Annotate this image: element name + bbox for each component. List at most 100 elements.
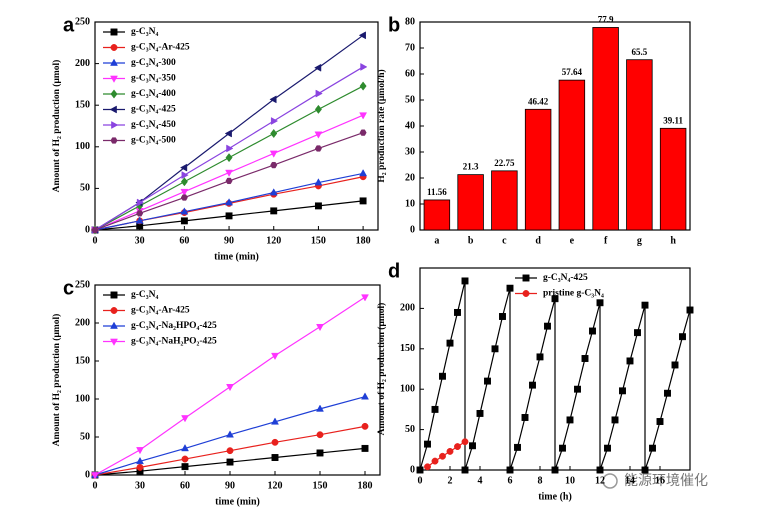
marker [521, 414, 529, 421]
marker [359, 112, 368, 120]
legend-label: g-C₃N₄-450 [131, 120, 176, 130]
y-tick-label: 100 [75, 141, 90, 152]
panel-label: c [63, 277, 74, 299]
marker [619, 387, 626, 395]
marker [671, 361, 679, 369]
x-tick-label: 120 [268, 480, 283, 491]
legend-marker [110, 89, 118, 99]
marker [551, 466, 559, 474]
marker [581, 355, 589, 362]
x-tick-label: 150 [311, 235, 326, 246]
y-tick-label: 50 [80, 431, 90, 442]
y-tick-label: 50 [80, 183, 90, 194]
marker [506, 284, 514, 292]
marker [271, 438, 279, 446]
legend-marker [111, 121, 119, 129]
marker [361, 294, 369, 302]
marker [226, 447, 234, 455]
marker [499, 313, 506, 320]
x-tick-label: 0 [93, 235, 98, 246]
marker [634, 329, 641, 337]
x-tick-label: 6 [508, 475, 513, 486]
bar [558, 79, 586, 231]
legend-marker [110, 307, 118, 314]
marker [656, 418, 664, 425]
marker [649, 444, 656, 452]
x-tick-label: 2 [448, 475, 453, 486]
legend-label: g-C₃N₄ [131, 27, 158, 37]
marker [424, 440, 431, 448]
marker [611, 416, 619, 424]
legend-marker [110, 28, 118, 36]
marker [596, 466, 604, 474]
marker [484, 377, 491, 385]
marker [446, 447, 454, 455]
marker [271, 352, 279, 361]
marker [269, 150, 278, 158]
marker [361, 444, 369, 452]
x-tick-label: d [535, 235, 541, 246]
marker [180, 177, 188, 187]
marker [589, 327, 596, 335]
value-label: 22.75 [494, 158, 515, 168]
marker [359, 169, 368, 177]
marker [359, 129, 367, 136]
marker [224, 129, 232, 138]
marker [529, 381, 536, 389]
marker [359, 197, 367, 205]
marker [181, 463, 189, 471]
bar [524, 108, 552, 231]
legend-marker [109, 105, 117, 114]
plot-frame [94, 284, 381, 476]
y-tick-label: 0 [410, 464, 415, 475]
y-tick-label: 0 [85, 224, 90, 235]
marker [270, 161, 278, 169]
y-tick-label: 70 [405, 42, 415, 53]
x-tick-label: 90 [225, 480, 235, 491]
marker [431, 405, 439, 413]
marker [469, 442, 476, 450]
marker [314, 63, 322, 72]
marker [225, 153, 233, 163]
value-label: 57.64 [562, 67, 583, 77]
y-axis-title: Amount of H₂ production (μmol) [51, 60, 62, 193]
marker [181, 444, 189, 452]
marker [225, 212, 233, 220]
x-tick-label: 8 [538, 475, 543, 486]
marker [180, 163, 188, 172]
marker [358, 31, 366, 40]
y-tick-label: 50 [405, 94, 415, 105]
legend-label: g-C₃N₄-NaH₂PO₂-425 [131, 337, 217, 347]
x-tick-label: 10 [565, 475, 575, 486]
marker [491, 345, 499, 353]
marker [180, 217, 188, 225]
legend-marker [110, 291, 118, 299]
x-tick-label: 14 [625, 475, 635, 486]
x-tick-label: 30 [135, 480, 145, 491]
marker [225, 177, 233, 185]
x-tick-label: 0 [93, 480, 98, 491]
marker [506, 466, 514, 474]
legend-marker [522, 274, 530, 282]
marker [316, 323, 324, 332]
y-tick-label: 100 [400, 383, 415, 394]
panel-label: d [388, 260, 400, 282]
y-axis-title: Amount of H₂ production (μmol) [51, 314, 62, 447]
bar [491, 170, 518, 231]
watermark-icon [602, 473, 618, 489]
marker [269, 188, 278, 196]
value-label: 39.11 [663, 115, 683, 125]
y-tick-label: 150 [400, 343, 415, 354]
x-tick-label: 180 [358, 480, 373, 491]
marker [514, 443, 521, 451]
x-tick-label: g [637, 235, 642, 246]
x-tick-label: h [670, 235, 676, 246]
legend-marker [110, 137, 118, 144]
marker [439, 372, 446, 380]
marker [181, 455, 189, 463]
y-tick-label: 20 [405, 172, 415, 183]
marker [316, 431, 324, 439]
x-tick-label: 30 [135, 235, 145, 246]
legend-marker [110, 44, 118, 51]
